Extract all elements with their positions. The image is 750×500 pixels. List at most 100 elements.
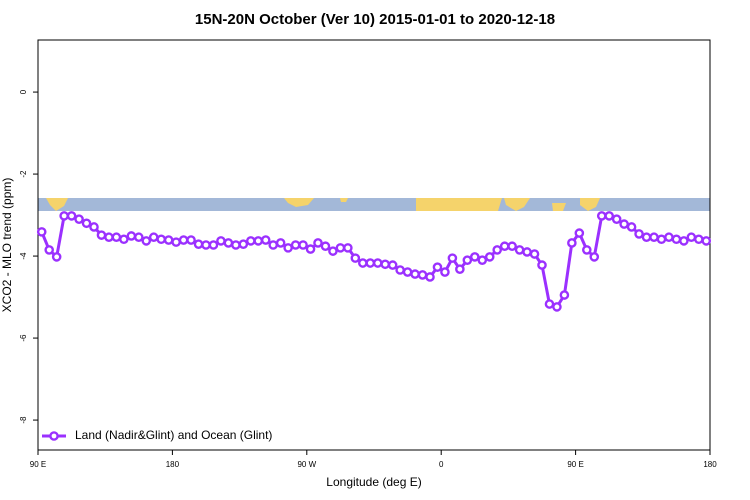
x-tick-label: 0 [439,460,444,469]
data-point [395,265,405,275]
data-point [567,238,577,248]
data-point [148,232,159,243]
y-tick-label: -6 [19,334,28,342]
data-point [477,255,488,265]
data-point [81,218,92,229]
data-point [410,269,420,279]
data-point [492,245,503,255]
data-point [290,240,301,250]
data-point [574,228,585,238]
data-point [231,240,241,250]
data-point [216,236,226,246]
data-point [686,232,697,243]
data-point [245,236,256,246]
x-tick-label: 180 [166,460,180,469]
data-point [544,299,555,309]
data-point [440,267,450,277]
data-point [268,240,279,250]
data-point [126,231,137,241]
y-axis-label: XCO2 - MLO trend (ppm) [0,178,14,313]
data-point [402,267,413,277]
data-point [462,255,473,265]
data-point [634,229,644,239]
data-point [671,234,682,245]
y-tick-label: -4 [19,252,28,260]
data-point [141,236,152,246]
data-point [380,259,391,270]
data-point [171,237,181,247]
data-point [432,262,443,272]
data-point [313,238,323,248]
data-point [499,241,510,252]
data-point [51,252,62,262]
plot-frame [37,39,711,451]
data-point [89,222,99,232]
data-point [283,243,293,253]
data-point [350,253,361,263]
data-point [36,227,47,237]
data-point [507,241,517,252]
y-tick-label: -2 [19,170,28,178]
x-tick-label: 90 E [567,460,583,469]
data-point [656,234,667,245]
data-point [619,219,629,229]
data-point [455,264,465,274]
data-point [44,245,55,255]
data-point [156,234,166,245]
data-point [238,239,249,249]
data-point [649,232,659,243]
data-point [365,258,376,268]
data-point [320,241,331,252]
data-point [357,258,368,268]
data-point [522,247,532,257]
data-point [111,232,122,243]
x-tick-label: 90 E [30,460,46,469]
data-point [387,260,398,270]
data-point [59,211,69,221]
data-point [178,235,189,245]
x-tick-label: 90 W [297,460,316,469]
data-point [66,211,77,221]
data-point [589,252,600,262]
data-point [208,240,219,250]
data-point [96,230,107,240]
map-strip [38,198,710,211]
data-point [679,236,689,246]
data-point [298,240,308,250]
data-point [484,252,495,262]
data-point [74,214,84,224]
y-tick-label: -8 [19,416,28,424]
data-point [447,253,458,263]
data-point [372,258,383,268]
data-point [626,222,637,232]
data-point [529,249,540,259]
data-point [305,244,316,254]
data-point [611,214,622,224]
data-point [552,302,562,312]
data-point [104,232,114,243]
x-axis-label: Longitude (deg E) [326,475,421,489]
data-point [163,235,174,245]
legend-label: Land (Nadir&Glint) and Ocean (Glint) [75,428,272,442]
data-point [596,211,607,221]
y-tick-label: 0 [19,89,28,94]
legend-marker [49,431,59,441]
chart-title: 15N-20N October (Ver 10) 2015-01-01 to 2… [195,11,555,28]
data-point [253,236,264,246]
data-point [425,272,435,282]
data-point [514,245,525,255]
data-point [641,232,652,243]
data-point [604,211,615,221]
data-point [469,252,480,262]
data-point [343,243,353,253]
data-point [133,232,144,243]
data-point [417,270,428,280]
data-point [335,243,346,253]
data-point [664,232,674,243]
data-point [328,246,338,256]
data-point [582,245,592,255]
data-point [537,260,547,270]
data-point [559,290,570,300]
data-point [260,235,271,245]
